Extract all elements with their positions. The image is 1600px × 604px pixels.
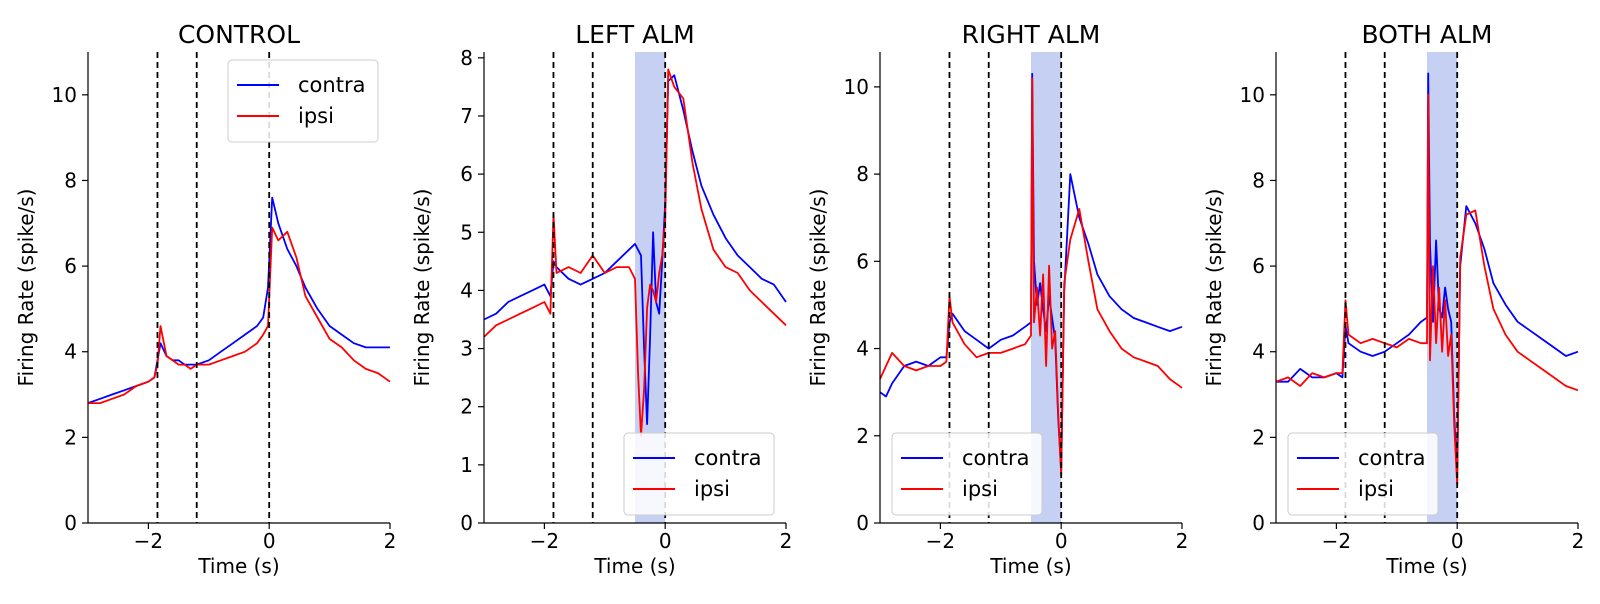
y-tick-label: 10 (1240, 83, 1265, 107)
y-tick-label: 6 (1252, 254, 1265, 278)
y-tick-label: 10 (52, 83, 77, 107)
y-tick-label: 6 (64, 254, 77, 278)
legend-label-contra: contra (962, 446, 1029, 470)
y-tick-label: 0 (856, 511, 869, 535)
y-tick-label: 10 (844, 75, 869, 99)
x-tick-label: 2 (384, 529, 397, 553)
legend-box (891, 432, 1043, 516)
legend: contra ipsi (891, 432, 1043, 516)
panel-1: −2 0 2 0 2 4 6 8 10 CONTROL Time (s) Firing Rate (s… (14, 20, 396, 578)
legend-label-ipsi: ipsi (1358, 477, 1394, 501)
x-tick-label: 0 (1055, 529, 1068, 553)
y-tick-label: 4 (64, 340, 77, 364)
y-axis-label: Firing Rate (spike/s) (806, 189, 830, 387)
x-axis-label: Time (s) (197, 554, 279, 578)
series-line-ipsi (483, 68, 787, 437)
y-axis-label: Firing Rate (spike/s) (1202, 189, 1226, 387)
y-tick-label: 0 (1252, 511, 1265, 535)
series-line-contra (879, 72, 1183, 472)
y-tick-label: 4 (1252, 340, 1265, 364)
y-tick-label: 8 (1252, 168, 1265, 192)
series-line-ipsi (1275, 93, 1579, 486)
legend: contra ipsi (623, 432, 775, 516)
x-tick-label: 2 (1176, 529, 1189, 553)
legend: contra ipsi (227, 59, 379, 143)
y-tick-label: 2 (856, 424, 869, 448)
x-tick-label: 2 (780, 529, 793, 553)
x-axis-label: Time (s) (593, 554, 675, 578)
y-tick-label: 2 (1252, 425, 1265, 449)
panel-3: −2 0 2 0 2 4 6 8 10 RIGHT ALM Time (s) Firing Rate … (806, 20, 1188, 578)
x-tick-label: 0 (1451, 529, 1464, 553)
y-tick-label: 3 (460, 337, 473, 361)
x-tick-label: 0 (263, 529, 276, 553)
panel-title: BOTH ALM (1361, 20, 1492, 49)
legend-label-contra: contra (298, 73, 365, 97)
y-tick-label: 8 (856, 162, 869, 186)
legend: contra ipsi (1287, 432, 1439, 516)
legend-box (1287, 432, 1439, 516)
legend-label-contra: contra (1358, 446, 1425, 470)
y-tick-label: 5 (460, 220, 473, 244)
legend-box (227, 59, 379, 143)
y-axis-label: Firing Rate (spike/s) (14, 189, 38, 387)
x-tick-label: 2 (1572, 529, 1585, 553)
y-tick-label: 8 (64, 168, 77, 192)
panel-2: −2 0 2 0 1 2 3 4 5 6 7 8 LEFT ALM Time (s) Firing Rate… (410, 20, 792, 578)
y-tick-label: 7 (460, 104, 473, 128)
y-axis-label: Firing Rate (spike/s) (410, 189, 434, 387)
legend-label-ipsi: ipsi (962, 477, 998, 501)
legend-box (623, 432, 775, 516)
panel-4: −2 0 2 0 2 4 6 8 10 BOTH ALM Time (s) Firing Rate (… (1202, 20, 1584, 578)
series-line-contra (87, 196, 390, 404)
y-tick-label: 8 (460, 46, 473, 70)
y-tick-label: 4 (460, 278, 473, 302)
y-tick-label: 0 (460, 511, 473, 535)
x-tick-label: −2 (926, 529, 955, 553)
legend-label-ipsi: ipsi (694, 477, 730, 501)
series-line-ipsi (879, 77, 1183, 476)
x-axis-label: Time (s) (1385, 554, 1467, 578)
y-tick-label: 0 (64, 511, 77, 535)
y-tick-label: 6 (460, 162, 473, 186)
legend-label-ipsi: ipsi (298, 104, 334, 128)
y-tick-label: 6 (856, 249, 869, 273)
y-tick-label: 2 (460, 395, 473, 419)
x-axis-label: Time (s) (989, 554, 1071, 578)
x-tick-label: −2 (134, 529, 163, 553)
y-tick-label: 4 (856, 337, 869, 361)
panel-title: LEFT ALM (575, 20, 694, 49)
x-tick-label: 0 (659, 529, 672, 553)
panel-title: RIGHT ALM (962, 20, 1101, 49)
panel-title: CONTROL (178, 20, 300, 49)
legend-label-contra: contra (694, 446, 761, 470)
x-tick-label: −2 (530, 529, 559, 553)
y-tick-label: 1 (460, 453, 473, 477)
y-tick-label: 2 (64, 425, 77, 449)
x-tick-label: −2 (1322, 529, 1351, 553)
series-line-ipsi (88, 226, 391, 405)
